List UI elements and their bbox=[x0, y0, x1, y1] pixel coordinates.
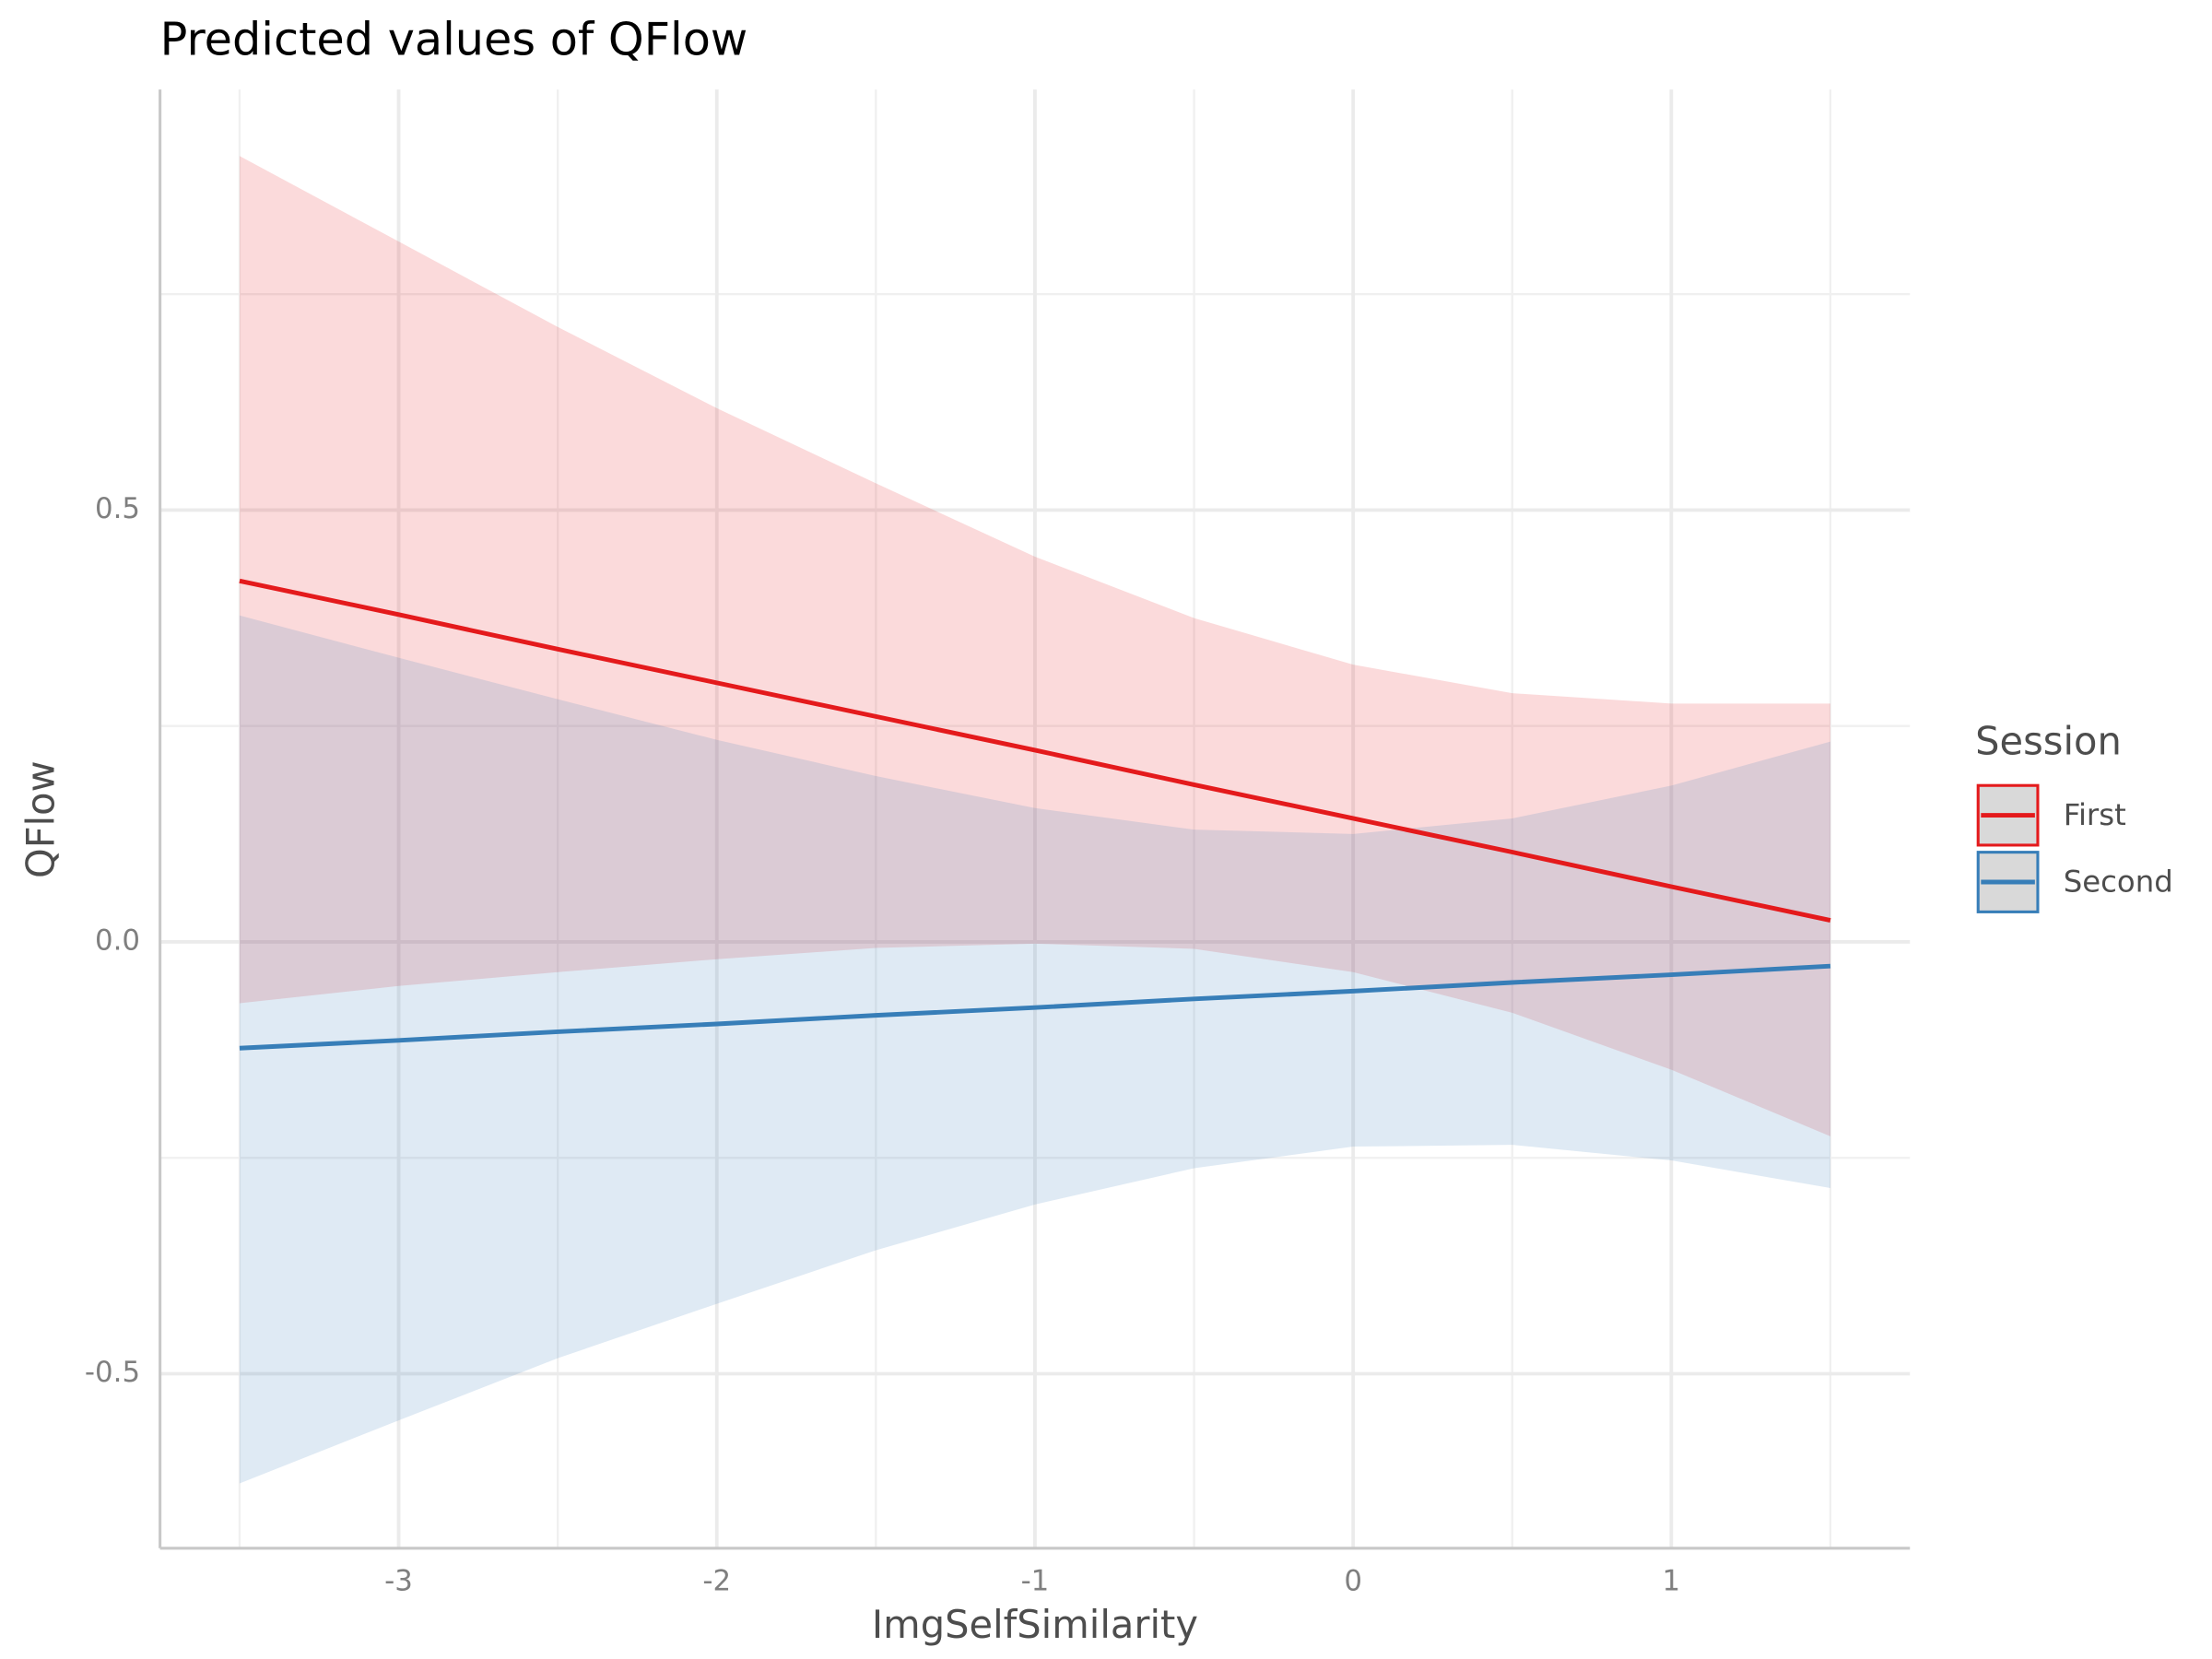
x-tick-label: -1 bbox=[1021, 1564, 1050, 1597]
x-tick-label: -2 bbox=[702, 1564, 731, 1597]
grid bbox=[159, 89, 1911, 1548]
x-tick-label: 0 bbox=[1344, 1564, 1362, 1597]
y-tick-label: 0.0 bbox=[95, 924, 140, 957]
y-tick-label: -0.5 bbox=[85, 1356, 140, 1389]
legend-label: First bbox=[2064, 797, 2126, 832]
x-axis-label: ImgSelfSimilarity bbox=[872, 1602, 1198, 1647]
plot-area bbox=[239, 156, 1831, 1484]
legend-title: Session bbox=[1975, 719, 2122, 764]
x-tick-label: -3 bbox=[384, 1564, 413, 1597]
confidence-band bbox=[239, 156, 1830, 1136]
y-tick-label: 0.5 bbox=[95, 492, 140, 525]
legend-label: Second bbox=[2064, 865, 2173, 900]
legend: First Second bbox=[1976, 783, 2173, 913]
confidence-band bbox=[239, 615, 1830, 1484]
line bbox=[239, 963, 1831, 1051]
x-tick-label: 1 bbox=[1663, 1564, 1681, 1597]
chart-title: Predicted values of QFlow bbox=[160, 13, 748, 66]
y-axis-label: QFlow bbox=[18, 760, 63, 878]
line bbox=[239, 578, 1831, 923]
